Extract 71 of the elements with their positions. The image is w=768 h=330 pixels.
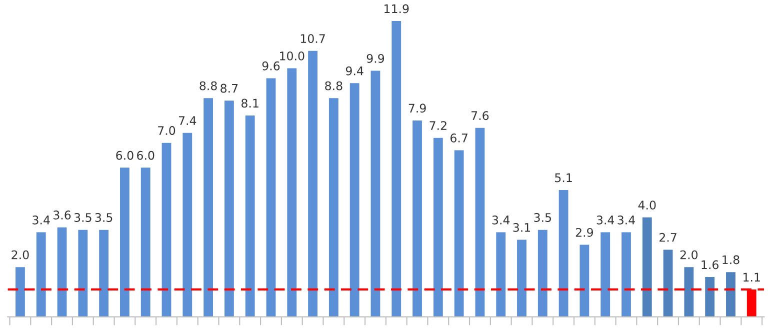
data-label: 6.7 bbox=[450, 134, 468, 142]
data-label: 10.0 bbox=[280, 51, 304, 60]
data-label: 8.7 bbox=[220, 84, 238, 93]
bar bbox=[517, 240, 526, 317]
data-label: 2.0 bbox=[12, 250, 29, 260]
bar bbox=[642, 217, 652, 317]
data-label: 5.1 bbox=[555, 173, 572, 182]
data-label: 3.4 bbox=[596, 216, 614, 224]
data-label: 9.6 bbox=[262, 61, 280, 70]
bar bbox=[308, 50, 318, 317]
bar bbox=[496, 232, 506, 317]
data-label: 8.1 bbox=[242, 98, 258, 108]
data-label: 8.8 bbox=[200, 81, 217, 90]
data-label: 3.5 bbox=[95, 213, 112, 222]
data-label: 7.2 bbox=[430, 121, 446, 130]
data-label: 3.4 bbox=[618, 216, 635, 224]
bar bbox=[538, 230, 548, 317]
bar bbox=[726, 272, 736, 317]
bar bbox=[622, 232, 631, 317]
bar bbox=[57, 227, 67, 317]
data-label: 3.1 bbox=[513, 222, 530, 232]
bar bbox=[558, 190, 568, 317]
data-label: 7.4 bbox=[178, 116, 196, 125]
data-label: 1.8 bbox=[722, 255, 740, 264]
data-label: 3.6 bbox=[54, 210, 71, 220]
bar bbox=[245, 115, 255, 317]
data-label: 2.7 bbox=[660, 232, 676, 242]
bar bbox=[328, 98, 338, 317]
bar bbox=[663, 250, 673, 317]
data-label: 6.0 bbox=[116, 150, 134, 160]
bar bbox=[684, 267, 694, 317]
bar bbox=[162, 142, 172, 317]
bar bbox=[392, 21, 402, 317]
data-label: 3.4 bbox=[32, 216, 50, 224]
data-label: 7.0 bbox=[158, 126, 176, 135]
bar bbox=[182, 132, 192, 317]
data-label: 7.9 bbox=[408, 104, 426, 113]
data-label: 9.4 bbox=[346, 66, 364, 76]
bar bbox=[350, 83, 360, 317]
bar bbox=[16, 267, 25, 317]
data-label: 9.9 bbox=[366, 54, 384, 63]
bar bbox=[78, 230, 88, 317]
data-label: 3.5 bbox=[74, 213, 92, 222]
data-label: 7.6 bbox=[472, 111, 489, 120]
bar bbox=[412, 120, 422, 317]
data-label: 2.0 bbox=[680, 250, 698, 260]
data-label: 2.9 bbox=[576, 228, 593, 237]
bar bbox=[140, 168, 150, 317]
bar bbox=[580, 244, 590, 317]
bar bbox=[370, 70, 380, 317]
data-label: 1.1 bbox=[744, 272, 760, 282]
bar bbox=[454, 150, 464, 317]
data-label: 1.6 bbox=[702, 260, 718, 270]
bar bbox=[475, 128, 485, 317]
bar bbox=[600, 232, 610, 317]
data-label: 8.8 bbox=[325, 81, 342, 90]
bar bbox=[433, 138, 443, 317]
bar bbox=[120, 168, 130, 317]
bar bbox=[99, 230, 109, 317]
data-label: 6.0 bbox=[137, 150, 154, 160]
data-label: 4.0 bbox=[638, 200, 656, 210]
data-label: 10.7 bbox=[300, 34, 325, 44]
bar bbox=[36, 232, 46, 317]
bar bbox=[287, 68, 297, 317]
data-label: 11.9 bbox=[384, 4, 409, 14]
data-label: 3.4 bbox=[492, 216, 510, 224]
data-label: 3.5 bbox=[534, 213, 552, 222]
bar bbox=[705, 277, 715, 317]
bar bbox=[224, 100, 234, 317]
bar bbox=[266, 78, 276, 317]
bar bbox=[204, 98, 213, 317]
